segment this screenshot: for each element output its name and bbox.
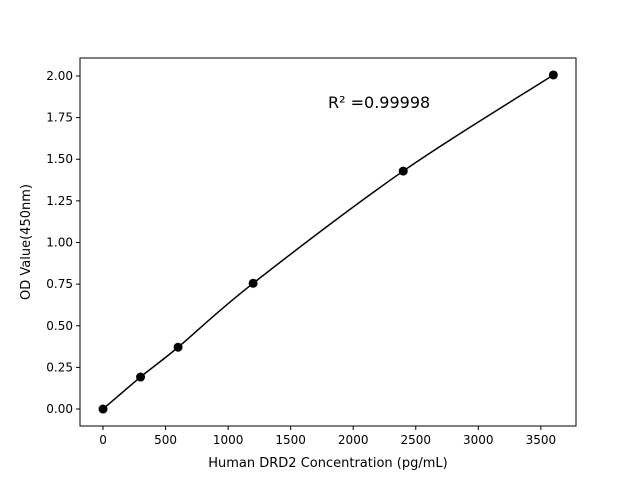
y-tick-label: 1.00 xyxy=(46,235,73,249)
y-tick-label: 0.00 xyxy=(46,402,73,416)
data-point xyxy=(548,70,558,80)
x-tick-label: 2000 xyxy=(338,433,369,447)
x-axis-label: Human DRD2 Concentration (pg/mL) xyxy=(208,456,448,471)
r-squared-annotation: R² =0.99998 xyxy=(328,93,430,112)
y-tick-label: 2.00 xyxy=(46,69,73,83)
x-tick-label: 1500 xyxy=(275,433,306,447)
x-tick-label: 3500 xyxy=(526,433,557,447)
x-tick-label: 3000 xyxy=(463,433,494,447)
data-point xyxy=(248,278,258,288)
y-tick-label: 1.25 xyxy=(46,194,73,208)
x-tick-label: 500 xyxy=(154,433,177,447)
y-tick-label: 0.50 xyxy=(46,319,73,333)
data-point xyxy=(136,372,146,382)
data-point xyxy=(398,166,408,176)
y-tick-label: 0.75 xyxy=(46,277,73,291)
x-tick-label: 0 xyxy=(99,433,107,447)
x-tick-label: 2500 xyxy=(400,433,431,447)
plot-area xyxy=(79,57,577,427)
x-tick-label: 1000 xyxy=(213,433,244,447)
y-tick-label: 0.25 xyxy=(46,360,73,374)
y-tick-label: 1.75 xyxy=(46,111,73,125)
data-point xyxy=(98,404,108,414)
data-point xyxy=(173,342,183,352)
y-tick-label: 1.50 xyxy=(46,152,73,166)
y-axis-label: OD Value(450nm) xyxy=(19,184,34,300)
